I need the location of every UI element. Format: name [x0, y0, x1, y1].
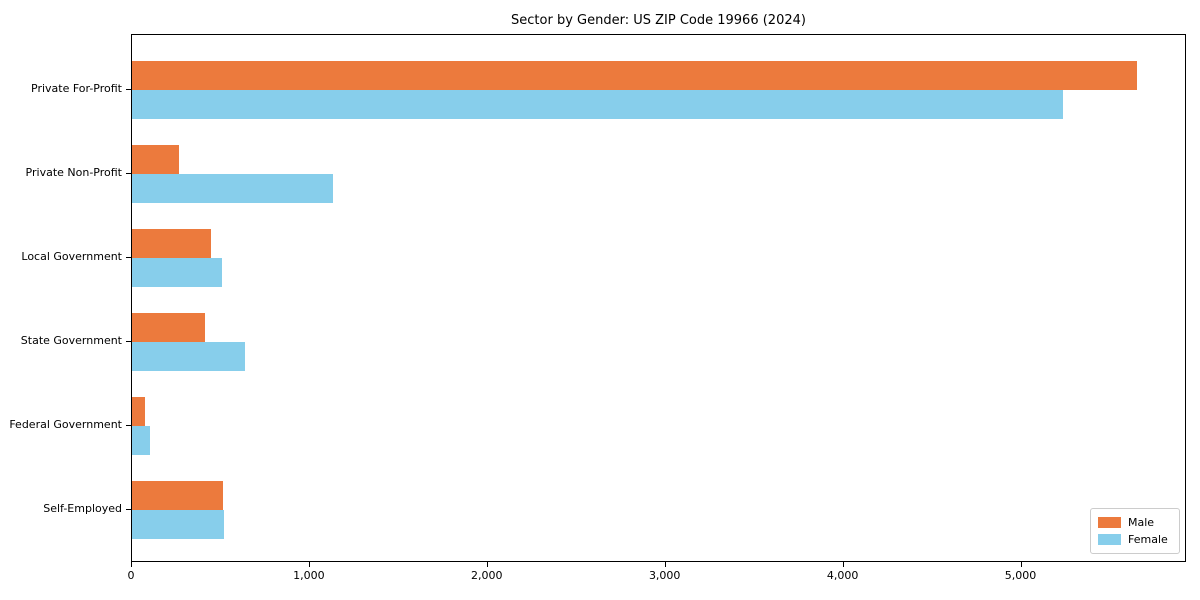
bar-female — [132, 342, 245, 371]
y-tick — [126, 89, 131, 90]
y-tick-label: Local Government — [21, 250, 122, 263]
y-tick-label: Private For-Profit — [31, 82, 122, 95]
legend-label: Female — [1128, 533, 1168, 547]
x-tick — [131, 562, 132, 567]
x-tick-label: 5,000 — [1004, 569, 1037, 582]
bar-male — [132, 313, 206, 342]
bar-male — [132, 61, 1137, 90]
plot-area — [131, 34, 1186, 562]
y-tick-label: Private Non-Profit — [25, 166, 122, 179]
bar-male — [132, 481, 224, 510]
y-tick — [126, 257, 131, 258]
bar-female — [132, 90, 1063, 119]
x-tick-label: 3,000 — [648, 569, 681, 582]
legend-label: Male — [1128, 515, 1155, 529]
x-tick-label: 0 — [127, 569, 135, 582]
y-tick — [126, 425, 131, 426]
x-tick-label: 4,000 — [826, 569, 859, 582]
x-tick-label: 2,000 — [471, 569, 503, 582]
x-tick — [664, 562, 666, 567]
legend-item-female: Female — [1098, 533, 1172, 546]
chart-title: Sector by Gender: US ZIP Code 19966 (202… — [511, 13, 806, 28]
legend-item-male: Male — [1098, 516, 1172, 529]
bar-female — [132, 426, 151, 455]
y-tick — [126, 341, 131, 342]
bar-male — [132, 145, 180, 174]
bar-female — [132, 258, 222, 287]
x-tick — [486, 562, 488, 567]
y-tick — [126, 509, 131, 510]
legend-swatch-male — [1098, 516, 1121, 528]
y-tick-label: Federal Government — [9, 418, 122, 431]
bar-male — [132, 229, 211, 258]
bar-male — [132, 397, 145, 426]
y-tick-label: State Government — [20, 334, 122, 347]
legend-swatch-female — [1098, 534, 1121, 546]
x-tick-label: 1,000 — [293, 569, 325, 582]
y-tick — [126, 173, 131, 174]
bar-female — [132, 174, 334, 203]
x-tick — [1020, 562, 1022, 567]
bar-female — [132, 510, 224, 539]
x-tick — [842, 562, 844, 567]
legend: Male Female — [1090, 508, 1180, 554]
y-tick-label: Self-Employed — [43, 502, 122, 515]
x-tick — [308, 562, 310, 567]
